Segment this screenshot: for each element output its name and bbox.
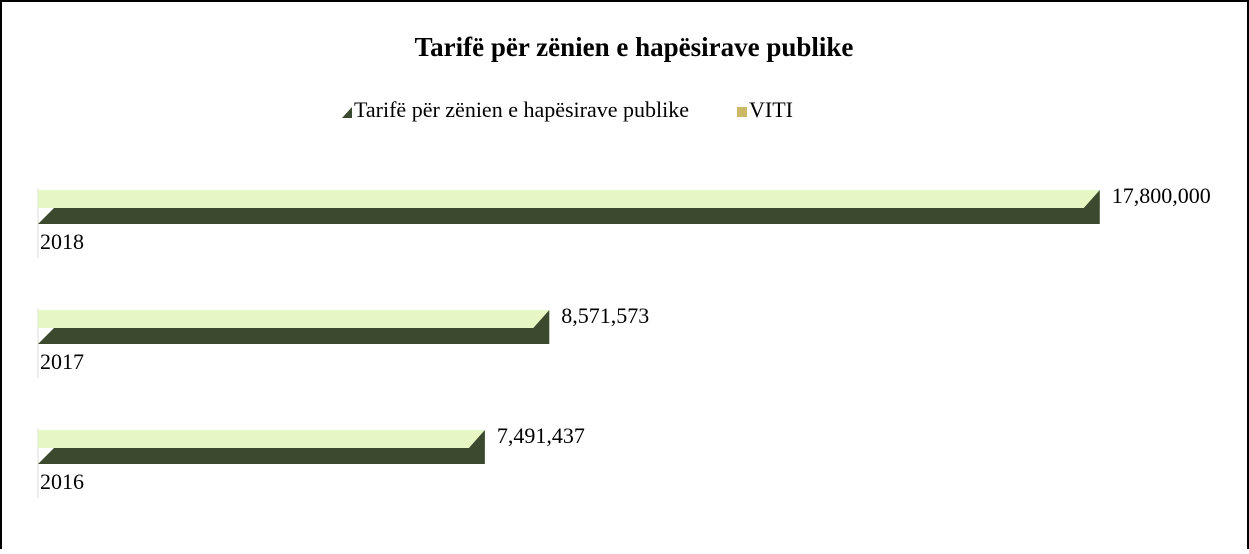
chart-title: Tarifë për zënien e hapësirave publike — [415, 32, 854, 62]
data-label: 7,491,437 — [497, 423, 585, 448]
data-label: 8,571,573 — [561, 303, 649, 328]
bar-front — [38, 448, 485, 464]
bar-top — [38, 310, 549, 328]
y-tick-label: 2016 — [40, 469, 84, 494]
bar — [38, 190, 1100, 224]
bar-top — [38, 190, 1100, 208]
legend-swatch — [737, 107, 747, 117]
legend-label: VITI — [749, 97, 793, 122]
bar — [38, 430, 485, 464]
bar-front — [38, 208, 1100, 224]
legend-label: Tarifë për zënien e hapësirave publike — [354, 97, 689, 122]
bar-top — [38, 430, 485, 448]
bar — [38, 310, 549, 344]
y-tick-label: 2017 — [40, 349, 84, 374]
bar-front — [38, 328, 549, 344]
data-label: 17,800,000 — [1112, 183, 1211, 208]
y-tick-label: 2018 — [40, 229, 84, 254]
